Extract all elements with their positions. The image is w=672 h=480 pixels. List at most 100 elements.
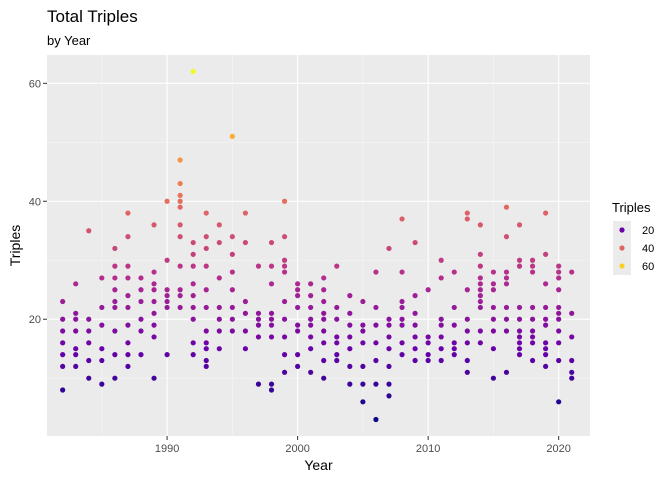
data-point [242,239,249,246]
data-point [125,210,131,216]
data-point [295,287,301,293]
data-point [138,287,144,293]
data-point [255,322,262,328]
data-point [177,192,183,198]
data-point [321,357,327,364]
data-point [373,340,379,346]
data-point [255,310,262,316]
data-point [99,275,105,281]
data-point [190,281,196,287]
data-point [543,251,549,257]
data-point [216,275,222,281]
data-point [216,222,222,228]
data-point [490,269,497,275]
data-point [203,263,209,269]
chart-subtitle: by Year [47,33,91,48]
data-point [125,322,131,328]
data-point [543,346,549,352]
data-point [543,281,549,287]
data-point [177,157,183,163]
data-point [229,251,235,257]
data-point [281,298,288,305]
data-point [529,263,536,269]
data-point [216,346,222,352]
data-point [203,210,209,216]
data-point [112,275,118,281]
data-point [321,275,327,281]
data-point [556,310,562,316]
data-point [295,322,301,328]
data-point [190,304,196,311]
data-point [451,346,457,352]
data-point [438,257,444,263]
data-point [543,322,549,328]
data-point [321,375,327,381]
data-point [543,210,549,216]
data-point [347,293,353,299]
data-point [516,263,523,269]
data-point [556,263,562,269]
data-point [99,357,105,364]
data-point [295,352,301,358]
data-point [347,381,353,387]
data-point [73,363,79,370]
data-point [164,352,170,358]
data-point [151,334,157,340]
data-point [73,346,79,352]
data-point [543,304,549,311]
data-point [373,416,379,423]
legend-swatch [619,245,625,251]
data-point [177,263,183,269]
data-point [60,316,66,322]
data-point [516,316,523,322]
data-point [60,340,66,346]
data-point [386,322,392,328]
data-point [308,293,314,299]
data-point [308,322,314,328]
data-point [425,357,431,364]
data-point [360,363,366,370]
data-point [503,204,510,210]
data-point [151,322,157,328]
data-point [529,334,536,340]
data-point [425,352,431,358]
data-point [529,257,536,263]
data-point [347,310,353,316]
data-point [347,322,353,328]
x-tick-label: 2010 [416,443,440,455]
data-point [177,204,183,210]
data-point [334,334,340,340]
data-point [216,328,222,334]
data-point [347,346,353,352]
data-point [516,304,523,311]
data-point [569,310,575,316]
data-point [281,257,288,263]
data-point [308,334,314,340]
data-point [360,322,366,328]
data-point [86,357,92,364]
data-point [281,334,288,340]
legend-label: 20 [642,225,654,237]
data-point [503,328,510,334]
data-point [438,334,444,340]
data-point [203,363,209,370]
data-point [556,287,562,293]
data-point [438,322,444,328]
data-point [151,310,157,316]
data-point [73,328,79,334]
data-point [503,269,510,275]
data-point [503,316,510,322]
data-point [112,304,118,311]
data-point [438,346,444,352]
data-point [543,363,549,370]
data-point [412,239,418,246]
data-point [255,263,262,269]
x-tick-label: 2020 [546,443,570,455]
data-point [477,263,483,269]
data-point [125,234,131,240]
data-point [529,340,536,346]
x-tick-label: 2000 [285,443,309,455]
data-point [464,316,470,322]
data-point [242,210,249,216]
data-point [295,363,301,370]
